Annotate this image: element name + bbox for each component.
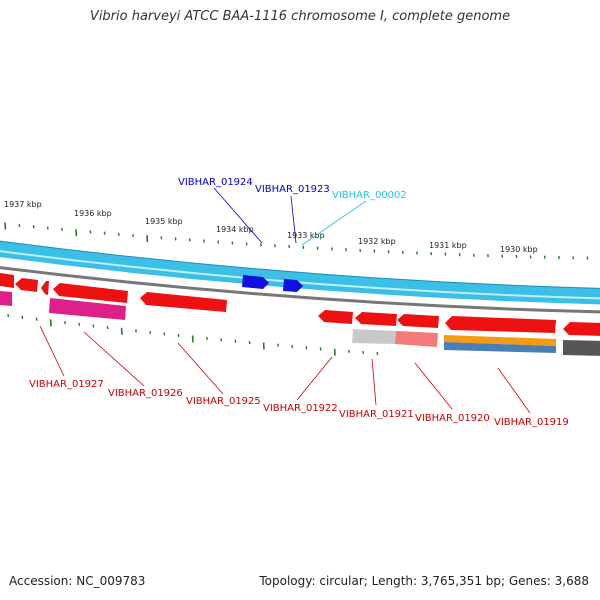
map-title: Vibrio harveyi ATCC BAA-1116 chromosome …	[89, 9, 511, 24]
gene-label-vibhar-01922[interactable]: VIBHAR_01922	[263, 403, 338, 414]
topology-summary: Topology: circular; Length: 3,765,351 bp…	[259, 574, 589, 588]
backbone	[0, 241, 600, 299]
gene-label-vibhar-01927[interactable]: VIBHAR_01927	[29, 379, 104, 390]
gene-vibhar-01919[interactable]	[563, 322, 600, 336]
leader-line-01927	[39, 325, 65, 377]
gene-label-vibhar-01921[interactable]: VIBHAR_01921	[339, 409, 414, 420]
leader-line-01923	[290, 195, 297, 244]
leader-line-01926	[83, 331, 145, 387]
gene-label-vibhar-01919[interactable]: VIBHAR_01919	[494, 417, 569, 428]
outer-minor-ticks	[4, 222, 589, 260]
scale-label-1935: 1935 kbp	[145, 217, 183, 226]
accession-text: Accession: NC_009783	[9, 574, 146, 588]
gene-label-vibhar-01920[interactable]: VIBHAR_01920	[415, 413, 490, 424]
gene-left-c[interactable]	[41, 281, 49, 295]
leader-line-01921	[371, 358, 377, 406]
feature-orange[interactable]	[444, 335, 556, 346]
gene-label-vibhar-01925[interactable]: VIBHAR_01925	[186, 396, 261, 407]
gene-left-a[interactable]	[0, 273, 14, 288]
gene-vibhar-01923[interactable]	[283, 279, 303, 292]
feature-dark-gray[interactable]	[563, 340, 600, 356]
feature-steelblue[interactable]	[444, 342, 556, 353]
gene-vibhar-01925[interactable]	[318, 310, 353, 324]
feature-magenta-left[interactable]	[0, 291, 12, 306]
scale-label-1934: 1934 kbp	[216, 225, 254, 234]
backbone-highlight	[0, 250, 600, 301]
leader-line-01919	[497, 367, 531, 414]
feature-magenta[interactable]	[49, 298, 126, 320]
gene-label-vibhar-01923[interactable]: VIBHAR_01923	[255, 184, 330, 195]
leader-line-01920	[414, 362, 453, 410]
scale-label-1931: 1931 kbp	[429, 241, 467, 250]
gene-vibhar-01926[interactable]	[140, 292, 227, 312]
gene-left-b[interactable]	[15, 278, 38, 292]
leader-line-01922	[296, 356, 333, 401]
gene-vibhar-01924[interactable]	[242, 275, 269, 289]
scale-label-1937: 1937 kbp	[4, 200, 42, 209]
gray-track	[0, 266, 600, 314]
feature-pink[interactable]	[395, 331, 438, 347]
gene-vibhar-01927[interactable]	[53, 283, 128, 303]
gene-vibhar-01920[interactable]	[445, 316, 556, 333]
scale-label-1932: 1932 kbp	[358, 237, 396, 246]
inner-ticks	[7, 313, 379, 356]
leader-line-01925	[177, 342, 224, 395]
gene-vibhar-01921[interactable]	[397, 314, 439, 328]
gene-vibhar-01922[interactable]	[355, 312, 397, 326]
leader-line-01924	[213, 187, 263, 244]
scale-label-1930: 1930 kbp	[500, 245, 538, 254]
feature-light-gray[interactable]	[352, 329, 396, 344]
gene-label-vibhar-01924[interactable]: VIBHAR_01924	[178, 177, 253, 188]
leader-line-00002	[301, 200, 367, 246]
gene-label-vibhar-00002[interactable]: VIBHAR_00002	[332, 190, 407, 201]
scale-label-1936: 1936 kbp	[74, 209, 112, 218]
gene-label-vibhar-01926[interactable]: VIBHAR_01926	[108, 388, 183, 399]
scale-label-1933: 1933 kbp	[287, 231, 325, 240]
